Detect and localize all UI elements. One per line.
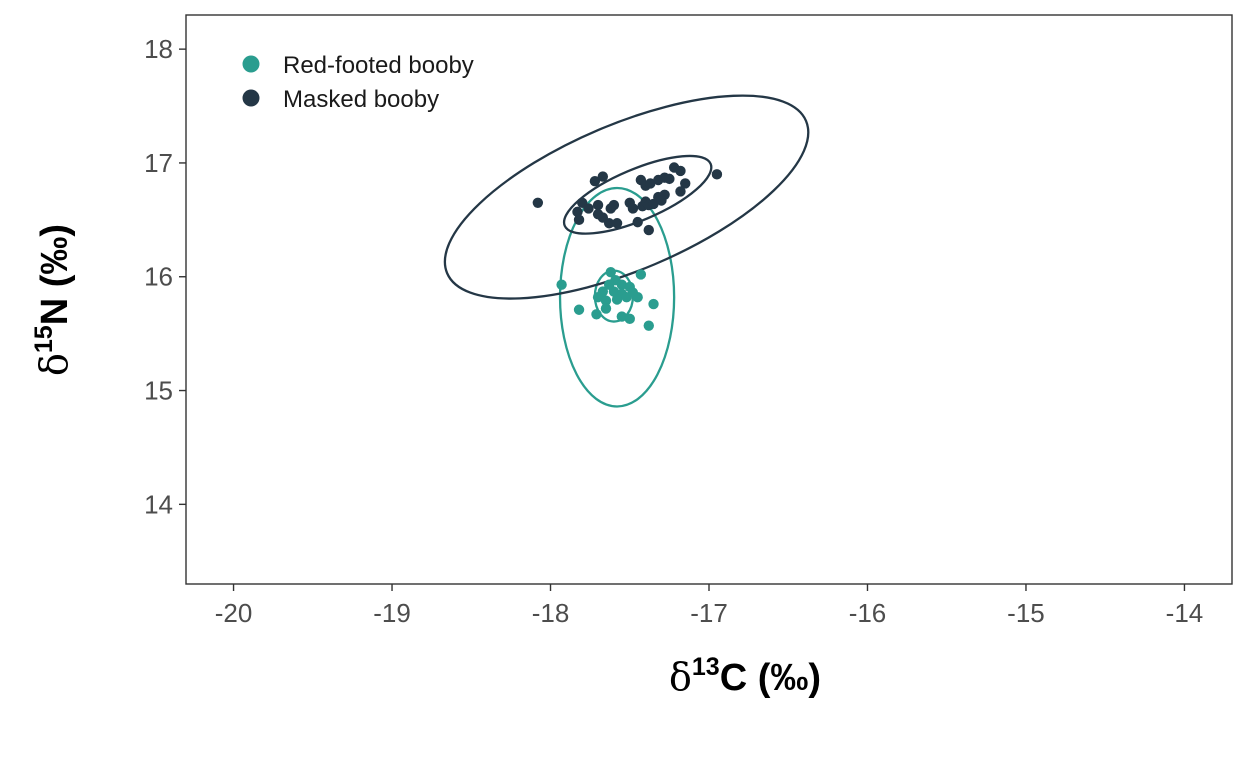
data-point-series-1 [589, 175, 601, 187]
data-point-series-0 [616, 311, 628, 322]
data-point-series-0 [635, 269, 647, 280]
x-axis-title-superscript: 13 [692, 653, 720, 681]
data-point-series-1 [597, 171, 609, 182]
data-point-series-1 [573, 214, 585, 226]
y-tick-label: 16 [144, 262, 173, 292]
data-point-series-0 [600, 295, 612, 306]
data-point-series-1 [675, 186, 686, 197]
data-point-series-1 [572, 206, 583, 218]
x-axis-title-prefix: δ [669, 655, 692, 699]
data-point-series-0 [591, 309, 602, 320]
data-point-series-1 [592, 199, 604, 211]
legend-key [242, 55, 260, 73]
y-axis: 14 15 16 17 18 [144, 34, 186, 519]
data-point-series-0 [643, 320, 654, 331]
x-tick-label: -18 [532, 598, 570, 628]
x-tick-label: -16 [849, 598, 887, 628]
data-point-series-0 [616, 279, 628, 290]
x-axis-title: δ13C (‰) [669, 653, 821, 699]
data-point-series-0 [624, 313, 635, 325]
data-point-series-1 [608, 199, 620, 211]
data-point-series-0 [592, 292, 604, 303]
data-point-series-1 [611, 218, 623, 229]
legend: Red-footed booby Masked booby [242, 52, 474, 113]
data-point-series-0 [600, 303, 612, 314]
y-tick-label: 17 [144, 148, 173, 178]
data-point-series-0 [573, 304, 585, 315]
data-point-series-1 [603, 218, 615, 229]
data-point-series-1 [532, 197, 544, 208]
y-axis-title-superscript: 15 [30, 325, 58, 353]
x-tick-label: -14 [1166, 598, 1204, 628]
data-point-series-0 [608, 286, 620, 297]
data-point-series-0 [648, 298, 659, 310]
y-axis-title-prefix: δ [32, 353, 76, 376]
data-point-series-1 [711, 169, 723, 180]
ellipse-outer [558, 186, 676, 408]
x-tick-label: -15 [1007, 598, 1045, 628]
data-point-series-1 [632, 216, 643, 228]
data-point-series-0 [605, 266, 616, 278]
ellipse-inner [562, 154, 713, 235]
data-point-series-0 [632, 292, 643, 303]
data-point-series-0 [556, 279, 567, 290]
data-point-series-1 [664, 173, 675, 185]
data-point-series-1 [583, 203, 594, 214]
ellipse-layer [443, 94, 810, 408]
data-point-series-1 [675, 165, 686, 177]
y-axis-title: δ15N (‰) [30, 224, 76, 376]
y-axis-title-main: N (‰) [34, 224, 76, 325]
legend-key [242, 89, 260, 107]
x-axis: -20 -19 -18 -17 -16 -15 -14 [215, 584, 1203, 628]
data-point-series-1 [643, 224, 654, 236]
legend-label: Red-footed booby [283, 52, 474, 79]
y-tick-label: 15 [144, 376, 173, 406]
data-point-series-1 [592, 208, 604, 220]
data-point-series-1 [645, 178, 656, 189]
plot-panel [185, 14, 1233, 585]
x-axis-title-main: C (‰) [720, 657, 821, 699]
data-point-series-1 [656, 195, 667, 206]
data-point-series-0 [621, 292, 632, 303]
data-point-series-0 [611, 294, 623, 305]
x-tick-label: -19 [373, 598, 411, 628]
legend-label: Masked booby [283, 86, 439, 113]
x-tick-label: -20 [215, 598, 253, 628]
data-point-series-1 [680, 178, 691, 189]
x-tick-label: -17 [690, 598, 728, 628]
data-point-series-1 [627, 203, 639, 214]
y-tick-label: 14 [144, 489, 173, 519]
ellipse-outer [443, 94, 810, 300]
point-layer [532, 162, 723, 331]
y-tick-label: 18 [144, 34, 173, 64]
